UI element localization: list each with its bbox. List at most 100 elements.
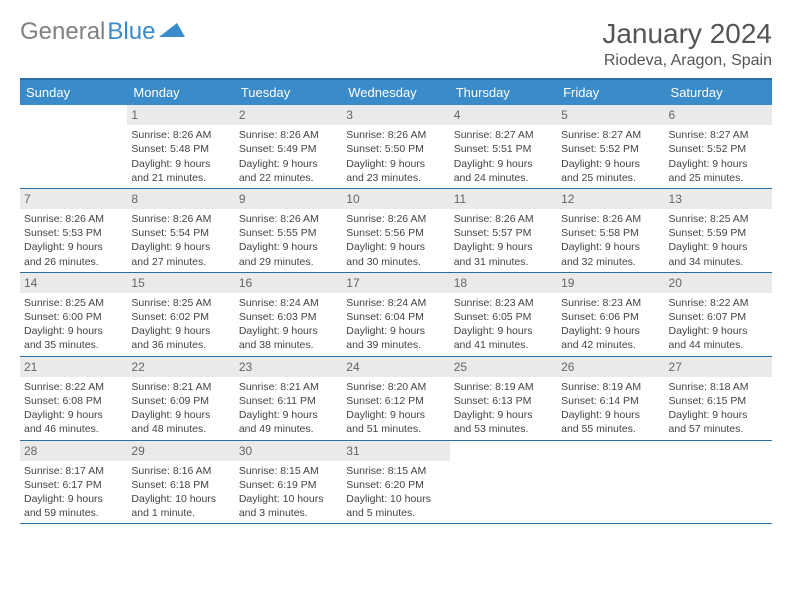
day-number: 26 — [557, 357, 664, 377]
triangle-icon — [159, 21, 185, 44]
day-cell: 3Sunrise: 8:26 AMSunset: 5:50 PMDaylight… — [342, 105, 449, 188]
sun-info: Sunset: 6:12 PM — [346, 394, 445, 408]
day-cell: 9Sunrise: 8:26 AMSunset: 5:55 PMDaylight… — [235, 189, 342, 272]
sun-info: Sunset: 5:59 PM — [669, 226, 768, 240]
logo: GeneralBlue — [20, 18, 185, 46]
sun-info: Sunrise: 8:26 AM — [346, 128, 445, 142]
day-number: 16 — [235, 273, 342, 293]
day-cell — [450, 441, 557, 524]
sun-info: and 30 minutes. — [346, 255, 445, 269]
sun-info: Sunset: 6:09 PM — [131, 394, 230, 408]
sun-info: Sunrise: 8:24 AM — [346, 296, 445, 310]
day-number: 18 — [450, 273, 557, 293]
sun-info: Sunset: 6:05 PM — [454, 310, 553, 324]
day-cell: 12Sunrise: 8:26 AMSunset: 5:58 PMDayligh… — [557, 189, 664, 272]
day-number: 24 — [342, 357, 449, 377]
sun-info: Daylight: 9 hours — [239, 408, 338, 422]
sun-info: Sunrise: 8:25 AM — [24, 296, 123, 310]
sun-info: Daylight: 9 hours — [561, 240, 660, 254]
day-cell: 29Sunrise: 8:16 AMSunset: 6:18 PMDayligh… — [127, 441, 234, 524]
sun-info: Daylight: 9 hours — [454, 408, 553, 422]
sun-info: Sunset: 5:52 PM — [669, 142, 768, 156]
sun-info: and 49 minutes. — [239, 422, 338, 436]
sun-info: Sunrise: 8:26 AM — [454, 212, 553, 226]
day-cell — [557, 441, 664, 524]
day-number: 19 — [557, 273, 664, 293]
sun-info: Sunset: 6:07 PM — [669, 310, 768, 324]
day-cell: 24 Sunrise: 8:20 AMSunset: 6:12 PMDayligh… — [342, 357, 449, 440]
day-number: 29 — [127, 441, 234, 461]
sun-info: Daylight: 10 hours — [239, 492, 338, 506]
sun-info: Sunset: 5:50 PM — [346, 142, 445, 156]
day-header: Sunday — [20, 80, 127, 105]
day-number: 5 — [557, 105, 664, 125]
sun-info: Sunrise: 8:19 AM — [561, 380, 660, 394]
sun-info: Sunset: 5:56 PM — [346, 226, 445, 240]
sun-info: Sunrise: 8:20 AM — [346, 380, 445, 394]
sun-info: Sunrise: 8:25 AM — [131, 296, 230, 310]
day-cell: 8Sunrise: 8:26 AMSunset: 5:54 PMDaylight… — [127, 189, 234, 272]
week-row: 7Sunrise: 8:26 AMSunset: 5:53 PMDaylight… — [20, 189, 772, 273]
day-cell: 15 Sunrise: 8:25 AMSunset: 6:02 PMDayligh… — [127, 273, 234, 356]
sun-info: Sunset: 6:03 PM — [239, 310, 338, 324]
sun-info: and 24 minutes. — [454, 171, 553, 185]
sun-info: and 35 minutes. — [24, 338, 123, 352]
sun-info: Daylight: 9 hours — [24, 408, 123, 422]
sun-info: Sunset: 6:17 PM — [24, 478, 123, 492]
month-title: January 2024 — [602, 18, 772, 50]
sun-info: Daylight: 9 hours — [669, 408, 768, 422]
day-cell — [665, 441, 772, 524]
logo-text-1: General — [20, 18, 105, 46]
sun-info: Sunset: 6:06 PM — [561, 310, 660, 324]
day-number: 11 — [450, 189, 557, 209]
sun-info: and 3 minutes. — [239, 506, 338, 520]
sun-info: Sunrise: 8:17 AM — [24, 464, 123, 478]
sun-info: Daylight: 9 hours — [346, 157, 445, 171]
day-cell: 27Sunrise: 8:18 AMSunset: 6:15 PMDayligh… — [665, 357, 772, 440]
sun-info: Sunset: 6:13 PM — [454, 394, 553, 408]
sun-info: Sunset: 5:54 PM — [131, 226, 230, 240]
sun-info: Daylight: 9 hours — [131, 324, 230, 338]
sun-info: Sunrise: 8:26 AM — [346, 212, 445, 226]
day-header: Friday — [557, 80, 664, 105]
sun-info: Sunrise: 8:22 AM — [24, 380, 123, 394]
sun-info: Sunrise: 8:21 AM — [131, 380, 230, 394]
sun-info: and 25 minutes. — [561, 171, 660, 185]
sun-info: Sunrise: 8:27 AM — [454, 128, 553, 142]
day-number: 20 — [665, 273, 772, 293]
sun-info: Sunset: 5:52 PM — [561, 142, 660, 156]
sun-info: Sunrise: 8:27 AM — [669, 128, 768, 142]
day-cell: 31Sunrise: 8:15 AMSunset: 6:20 PMDayligh… — [342, 441, 449, 524]
sun-info: Daylight: 9 hours — [131, 408, 230, 422]
day-number: 10 — [342, 189, 449, 209]
sun-info: Sunset: 5:53 PM — [24, 226, 123, 240]
week-row: 14Sunrise: 8:25 AMSunset: 6:00 PMDayligh… — [20, 273, 772, 357]
sun-info: Sunset: 5:58 PM — [561, 226, 660, 240]
day-header: Thursday — [450, 80, 557, 105]
day-cell: 23Sunrise: 8:21 AMSunset: 6:11 PMDayligh… — [235, 357, 342, 440]
sun-info: Daylight: 9 hours — [346, 408, 445, 422]
location: Riodeva, Aragon, Spain — [602, 52, 772, 70]
day-number: 30 — [235, 441, 342, 461]
sun-info: and 31 minutes. — [454, 255, 553, 269]
sun-info: Sunset: 6:02 PM — [131, 310, 230, 324]
sun-info: Sunrise: 8:26 AM — [239, 128, 338, 142]
day-number: 15 — [127, 273, 234, 293]
sun-info: and 39 minutes. — [346, 338, 445, 352]
sun-info: Daylight: 9 hours — [24, 324, 123, 338]
sun-info: Daylight: 9 hours — [239, 324, 338, 338]
day-cell: 10Sunrise: 8:26 AMSunset: 5:56 PMDayligh… — [342, 189, 449, 272]
day-cell: 20Sunrise: 8:22 AMSunset: 6:07 PMDayligh… — [665, 273, 772, 356]
sun-info: Sunset: 5:55 PM — [239, 226, 338, 240]
sun-info: Sunset: 6:18 PM — [131, 478, 230, 492]
day-cell: 5Sunrise: 8:27 AMSunset: 5:52 PMDaylight… — [557, 105, 664, 188]
day-number: 22 — [127, 357, 234, 377]
day-header: Tuesday — [235, 80, 342, 105]
day-header: Wednesday — [342, 80, 449, 105]
sun-info: Sunrise: 8:24 AM — [239, 296, 338, 310]
title-block: January 2024 Riodeva, Aragon, Spain — [602, 18, 772, 70]
day-number: 13 — [665, 189, 772, 209]
sun-info: and 21 minutes. — [131, 171, 230, 185]
sun-info: and 44 minutes. — [669, 338, 768, 352]
sun-info: Sunrise: 8:18 AM — [669, 380, 768, 394]
